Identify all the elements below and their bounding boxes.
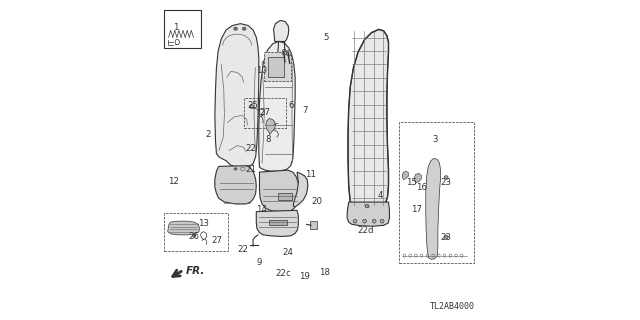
Ellipse shape (372, 219, 376, 223)
Polygon shape (256, 210, 298, 236)
Ellipse shape (444, 235, 448, 239)
Text: 22d: 22d (357, 226, 374, 235)
Ellipse shape (282, 50, 287, 55)
Text: 22: 22 (237, 245, 248, 254)
Text: 23: 23 (441, 233, 452, 242)
Ellipse shape (365, 204, 369, 208)
Polygon shape (215, 166, 256, 204)
Bar (264, 52, 291, 81)
Ellipse shape (444, 176, 448, 180)
Ellipse shape (234, 168, 237, 170)
Polygon shape (293, 172, 308, 207)
Text: 22c: 22c (275, 268, 291, 278)
Text: 3: 3 (432, 135, 438, 144)
Text: 1: 1 (173, 23, 179, 32)
Text: 16: 16 (417, 183, 428, 192)
Text: 27: 27 (211, 236, 222, 245)
Text: 11: 11 (305, 170, 316, 179)
Text: 14: 14 (257, 205, 268, 214)
Text: 5: 5 (324, 33, 329, 42)
Text: 22: 22 (245, 144, 256, 153)
Text: 12: 12 (168, 177, 179, 186)
Text: 6: 6 (288, 101, 293, 110)
Text: 13: 13 (198, 219, 209, 228)
Text: 21: 21 (245, 165, 257, 174)
Text: 19: 19 (300, 272, 310, 281)
Text: FR.: FR. (186, 266, 205, 276)
Bar (268, 57, 284, 76)
Ellipse shape (380, 219, 384, 223)
Text: 18: 18 (319, 268, 330, 277)
Polygon shape (348, 29, 388, 212)
Polygon shape (426, 158, 440, 260)
Text: 2: 2 (205, 130, 211, 139)
Text: 23: 23 (441, 178, 452, 187)
Polygon shape (414, 173, 421, 183)
Polygon shape (259, 42, 295, 171)
Text: 20: 20 (311, 197, 323, 206)
Polygon shape (168, 221, 200, 235)
Text: 26: 26 (189, 232, 200, 241)
Bar (164, 10, 200, 49)
Bar (399, 123, 474, 263)
Text: 27: 27 (260, 108, 271, 117)
Text: 8: 8 (266, 135, 271, 144)
Text: 4: 4 (378, 190, 383, 200)
Ellipse shape (287, 50, 291, 56)
Ellipse shape (363, 219, 367, 223)
Bar (278, 194, 292, 200)
Text: 15: 15 (406, 178, 417, 187)
Ellipse shape (243, 28, 246, 30)
Ellipse shape (193, 234, 196, 237)
Bar (244, 98, 285, 128)
Polygon shape (273, 20, 289, 42)
Text: 9: 9 (257, 258, 262, 267)
Ellipse shape (353, 219, 357, 223)
Polygon shape (402, 171, 408, 180)
Polygon shape (347, 202, 390, 226)
Bar (310, 220, 317, 228)
Bar (164, 212, 228, 251)
Bar (269, 220, 287, 225)
Text: 24: 24 (283, 248, 294, 257)
Text: 25: 25 (248, 101, 259, 110)
Text: 17: 17 (412, 205, 422, 214)
Text: TL2AB4000: TL2AB4000 (429, 302, 474, 311)
Text: 10: 10 (255, 66, 266, 75)
Text: 7: 7 (302, 106, 307, 115)
Polygon shape (215, 24, 259, 167)
Polygon shape (259, 170, 300, 212)
Ellipse shape (250, 105, 253, 108)
Polygon shape (266, 119, 275, 134)
Ellipse shape (234, 28, 237, 30)
